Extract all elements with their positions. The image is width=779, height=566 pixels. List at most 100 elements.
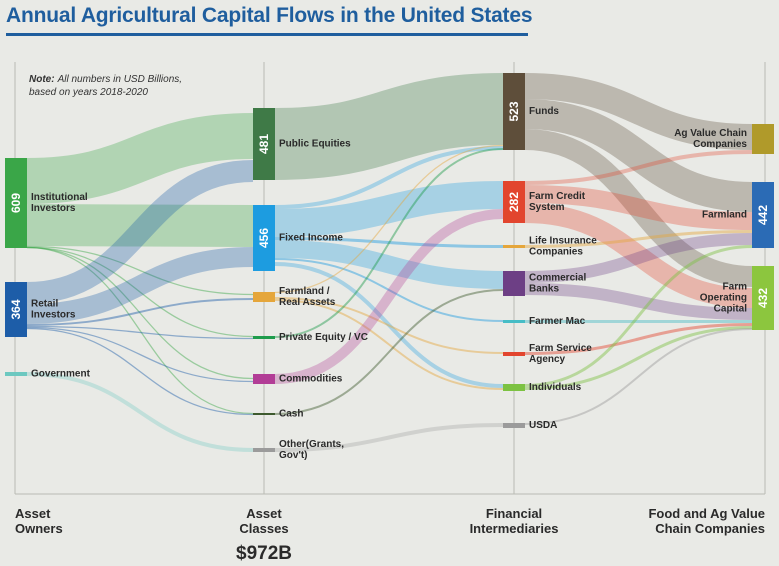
node-fsa-label-line: Agency xyxy=(529,354,566,365)
title-rule xyxy=(6,33,528,36)
flow-funds-to-farmop xyxy=(524,129,753,287)
flow-farmre-to-indiv xyxy=(274,299,504,390)
flow-inst-to-commod xyxy=(26,246,254,380)
node-indiv-label: Individuals xyxy=(529,382,582,393)
node-commod-label: Commodities xyxy=(279,374,343,385)
column-heading-line: Asset xyxy=(246,506,282,521)
node-farmland xyxy=(752,182,774,248)
flow-retail-to-fixed xyxy=(26,247,254,324)
node-banks-label: Commercial Banks xyxy=(529,273,586,295)
flow-pevc-to-funds xyxy=(274,148,504,338)
node-other-label: Other(Grants, Gov't) xyxy=(279,439,344,461)
flow-fcs-to-farmland xyxy=(524,185,753,230)
flow-inst-to-pubeq xyxy=(26,113,254,204)
node-retail-label-line: Investors xyxy=(31,310,76,321)
flow-gov-to-other xyxy=(26,372,254,452)
node-other-label-line: Gov't) xyxy=(279,450,308,461)
node-life-label-line: Companies xyxy=(529,247,583,258)
node-usda xyxy=(503,423,525,428)
node-pubeq xyxy=(253,108,275,180)
node-farmop-label-line: Operating xyxy=(700,293,747,304)
flow-banks-to-farmland xyxy=(524,233,753,283)
node-cash-label: Cash xyxy=(279,409,303,420)
node-retail-label-line: Retail xyxy=(31,299,58,310)
flow-retail-to-cash xyxy=(26,327,254,416)
flow-banks-to-farmop xyxy=(524,283,753,320)
note: Note: All numbers in USD Billions, based … xyxy=(29,74,182,98)
flow-life-to-farmland xyxy=(524,230,753,248)
node-fsa-label: Farm Service Agency xyxy=(529,343,592,365)
node-gov-label: Government xyxy=(31,369,91,380)
node-fcs-label-line: System xyxy=(529,202,565,213)
node-life-label: Life Insurance Companies xyxy=(529,236,597,258)
node-banks-label-line: Banks xyxy=(529,284,559,295)
node-fmac xyxy=(503,320,525,323)
node-fmac-label-line: Farmer Mac xyxy=(529,316,586,327)
node-agvc xyxy=(752,124,774,154)
node-usda-label: USDA xyxy=(529,420,557,431)
node-fixed-label-line: Fixed Income xyxy=(279,233,343,244)
node-inst-label: Institutional Investors xyxy=(31,192,88,214)
node-pubeq-label: Public Equities xyxy=(279,139,351,150)
node-retail-value: 364 xyxy=(9,299,23,319)
node-funds-label: Funds xyxy=(529,106,559,117)
svg-text:Note:All numbers in USD Billio: Note: All numbers in USD Billions, xyxy=(29,74,182,85)
node-inst-label-line: Investors xyxy=(31,203,76,214)
flow-pubeq-to-funds xyxy=(274,73,504,180)
flow-funds-to-agvc xyxy=(524,73,753,150)
node-farmland-value: 442 xyxy=(756,205,770,225)
node-life xyxy=(503,245,525,248)
node-commod-label-line: Commodities xyxy=(279,374,343,385)
node-other xyxy=(253,448,275,452)
node-farmop-value: 432 xyxy=(756,288,770,308)
node-farmre-label: Farmland / Real Assets xyxy=(279,286,336,308)
node-cash xyxy=(253,413,275,415)
node-inst-label-line: Institutional xyxy=(31,192,88,203)
node-agvc-label-line: Companies xyxy=(693,139,747,150)
column-heading-line: Chain Companies xyxy=(655,521,765,536)
node-life-label-line: Life Insurance xyxy=(529,236,597,247)
column-heading-line: Asset xyxy=(15,506,51,521)
node-retail xyxy=(5,282,27,337)
node-fcs xyxy=(503,181,525,223)
flow-retail-to-commod xyxy=(26,326,254,383)
node-farmland-label-line: Farmland xyxy=(702,210,747,221)
node-farmop-label-line: Capital xyxy=(714,304,748,315)
node-fcs-value: 282 xyxy=(507,192,521,212)
node-pevc-label-line: Private Equity / VC xyxy=(279,332,368,343)
node-usda-label-line: USDA xyxy=(529,420,557,431)
note-line-2: based on years 2018-2020 xyxy=(29,87,148,98)
nodes: 609 364 481 456 523 282 442 432 xyxy=(5,73,774,452)
column-heading-2: Financial Intermediaries xyxy=(470,506,559,536)
node-farmop-label: Farm Operating Capital xyxy=(700,282,747,315)
node-pubeq-label-line: Public Equities xyxy=(279,139,351,150)
node-banks xyxy=(503,271,525,296)
node-farmre-label-line: Real Assets xyxy=(279,297,336,308)
flows xyxy=(26,73,753,452)
node-fixed-value: 456 xyxy=(257,228,271,248)
node-fsa-label-line: Farm Service xyxy=(529,343,592,354)
node-pubeq-value: 481 xyxy=(257,134,271,154)
flow-fixed-to-life xyxy=(274,237,504,248)
note-line-1: All numbers in USD Billions, xyxy=(57,74,183,85)
flow-retail-to-farmre xyxy=(26,298,254,326)
node-farmop-label-line: Farm xyxy=(723,282,748,293)
flow-commod-to-fcs xyxy=(274,209,504,384)
node-commod xyxy=(253,374,275,384)
flow-indiv-to-farmop xyxy=(524,326,753,390)
column-heading-line: Food and Ag Value xyxy=(648,506,765,521)
node-agvc-label: Ag Value Chain Companies xyxy=(674,128,747,150)
node-retail-label: Retail Investors xyxy=(31,299,76,321)
flow-inst-to-pevc xyxy=(26,246,254,338)
flow-fcs-to-farmop xyxy=(524,203,753,308)
flow-funds-to-farmland xyxy=(524,99,753,212)
note-bold: Note: xyxy=(29,74,55,85)
flow-farmre-to-fsa xyxy=(274,297,504,354)
flow-farmre-to-funds xyxy=(274,144,504,294)
flow-fsa-to-farmop xyxy=(524,323,753,355)
flow-inst-to-fixed xyxy=(26,204,254,247)
node-gov-label-line: Government xyxy=(31,369,91,380)
node-farmop xyxy=(752,266,774,330)
total-value: $972B xyxy=(236,543,292,564)
